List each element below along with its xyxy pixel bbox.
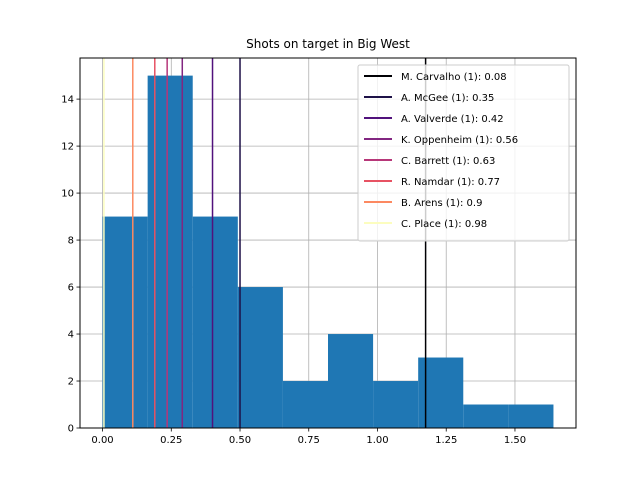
legend-label: R. Namdar (1): 0.77 bbox=[401, 177, 500, 188]
legend-label: C. Place (1): 0.98 bbox=[401, 219, 487, 230]
x-tick-label: 1.00 bbox=[366, 435, 388, 446]
legend-label: A. McGee (1): 0.35 bbox=[401, 93, 494, 104]
legend-box bbox=[357, 64, 570, 242]
y-tick-label: 2 bbox=[68, 377, 74, 388]
plot-frame bbox=[79, 57, 577, 429]
x-axis: 0.00 0.25 0.50 0.75 1.00 1.25 1.50 bbox=[91, 428, 526, 446]
legend-label: M. Carvalho (1): 0.08 bbox=[401, 72, 507, 83]
legend-label: C. Barrett (1): 0.63 bbox=[401, 156, 495, 167]
y-tick-label: 4 bbox=[68, 330, 74, 341]
histogram-bar bbox=[192, 216, 238, 428]
x-tick-label: 0.75 bbox=[298, 435, 320, 446]
y-axis: 0 2 4 6 8 10 12 14 bbox=[61, 95, 80, 435]
x-tick-label: 0.00 bbox=[91, 435, 113, 446]
y-tick-label: 12 bbox=[61, 142, 74, 153]
y-tick-label: 10 bbox=[61, 189, 74, 200]
legend-label: B. Arens (1): 0.9 bbox=[401, 198, 482, 209]
histogram-bar bbox=[373, 381, 419, 428]
histogram-bar bbox=[102, 216, 148, 428]
legend-label: K. Oppenheim (1): 0.56 bbox=[401, 135, 518, 146]
histogram-bar bbox=[508, 404, 554, 428]
y-tick-label: 6 bbox=[68, 283, 74, 294]
x-tick-label: 0.50 bbox=[229, 435, 251, 446]
y-tick-label: 8 bbox=[68, 236, 74, 247]
y-tick-label: 0 bbox=[68, 424, 74, 435]
histogram-bar bbox=[237, 287, 283, 428]
chart-title: Shots on target in Big West bbox=[246, 37, 410, 51]
x-tick-label: 0.25 bbox=[160, 435, 182, 446]
legend-label: A. Valverde (1): 0.42 bbox=[401, 114, 504, 125]
legend: M. Carvalho (1): 0.08 A. McGee (1): 0.35 A… bbox=[357, 64, 570, 242]
histogram-bar bbox=[282, 381, 328, 428]
y-tick-label: 14 bbox=[61, 95, 74, 106]
vlines-layer bbox=[103, 58, 427, 428]
histogram-bar bbox=[328, 334, 374, 428]
x-tick-label: 1.25 bbox=[435, 435, 457, 446]
x-tick-label: 1.50 bbox=[504, 435, 526, 446]
histogram-bar bbox=[463, 404, 509, 428]
